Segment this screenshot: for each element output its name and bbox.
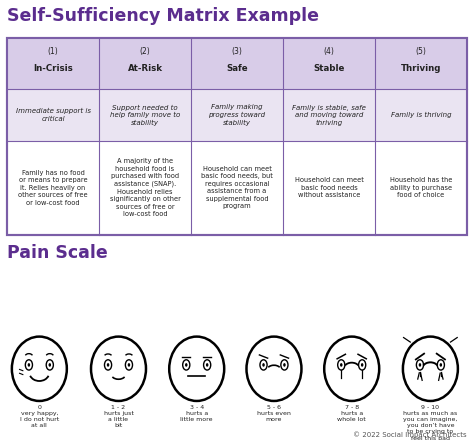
- Text: (4): (4): [324, 46, 334, 56]
- Text: Household has the
ability to purchase
food of choice: Household has the ability to purchase fo…: [390, 177, 452, 198]
- Text: 1 - 2
hurts just
a little
bit: 1 - 2 hurts just a little bit: [103, 405, 134, 428]
- Ellipse shape: [27, 363, 30, 367]
- Text: Family is stable, safe
and moving toward
thriving: Family is stable, safe and moving toward…: [292, 105, 366, 126]
- Text: Support needed to
help family move to
stability: Support needed to help family move to st…: [110, 105, 180, 126]
- Text: Household can meet
basic food needs
without assistance: Household can meet basic food needs with…: [294, 177, 364, 198]
- Text: Stable: Stable: [313, 63, 345, 73]
- Text: Thriving: Thriving: [401, 63, 441, 73]
- Text: Safe: Safe: [226, 63, 248, 73]
- Bar: [7, 38, 467, 89]
- Text: © 2022 Social Impact Architects: © 2022 Social Impact Architects: [353, 431, 467, 438]
- Text: (5): (5): [416, 46, 426, 56]
- Text: 3 - 4
hurts a
little more: 3 - 4 hurts a little more: [181, 405, 213, 422]
- Text: Family making
progress toward
stability: Family making progress toward stability: [209, 105, 265, 126]
- Ellipse shape: [128, 363, 130, 367]
- Text: 0
very happy,
I do not hurt
at all: 0 very happy, I do not hurt at all: [20, 405, 59, 428]
- Ellipse shape: [206, 363, 209, 367]
- Ellipse shape: [107, 363, 109, 367]
- Text: 7 - 8
hurts a
whole lot: 7 - 8 hurts a whole lot: [337, 405, 366, 422]
- Text: (3): (3): [232, 46, 242, 56]
- Text: Household can meet
basic food needs, but
requires occasional
assistance from a
s: Household can meet basic food needs, but…: [201, 166, 273, 210]
- Text: A majority of the
household food is
purchased with food
assistance (SNAP).
House: A majority of the household food is purc…: [109, 158, 181, 217]
- Text: 5 - 6
hurts even
more: 5 - 6 hurts even more: [257, 405, 291, 422]
- Ellipse shape: [185, 363, 188, 367]
- Bar: [7, 38, 467, 235]
- Text: Family is thriving: Family is thriving: [391, 112, 451, 118]
- Text: Pain Scale: Pain Scale: [7, 244, 108, 261]
- Text: Self-Sufficiency Matrix Example: Self-Sufficiency Matrix Example: [7, 7, 319, 25]
- Text: 9 - 10
hurts as much as
you can imagine,
you don’t have
to be crying to
feel thi: 9 - 10 hurts as much as you can imagine,…: [403, 405, 457, 441]
- Text: At-Risk: At-Risk: [128, 63, 163, 73]
- Text: (2): (2): [140, 46, 150, 56]
- Ellipse shape: [439, 363, 442, 367]
- Bar: [7, 38, 467, 235]
- Ellipse shape: [262, 363, 265, 367]
- Text: Immediate support is
critical: Immediate support is critical: [16, 108, 91, 122]
- Ellipse shape: [361, 363, 364, 367]
- Text: In-Crisis: In-Crisis: [33, 63, 73, 73]
- Text: Family has no food
or means to prepare
it. Relies heavily on
other sources of fr: Family has no food or means to prepare i…: [18, 170, 88, 206]
- Ellipse shape: [340, 363, 343, 367]
- Ellipse shape: [419, 363, 421, 367]
- Ellipse shape: [283, 363, 286, 367]
- Ellipse shape: [48, 363, 51, 367]
- Text: (1): (1): [48, 46, 58, 56]
- Bar: [7, 89, 467, 141]
